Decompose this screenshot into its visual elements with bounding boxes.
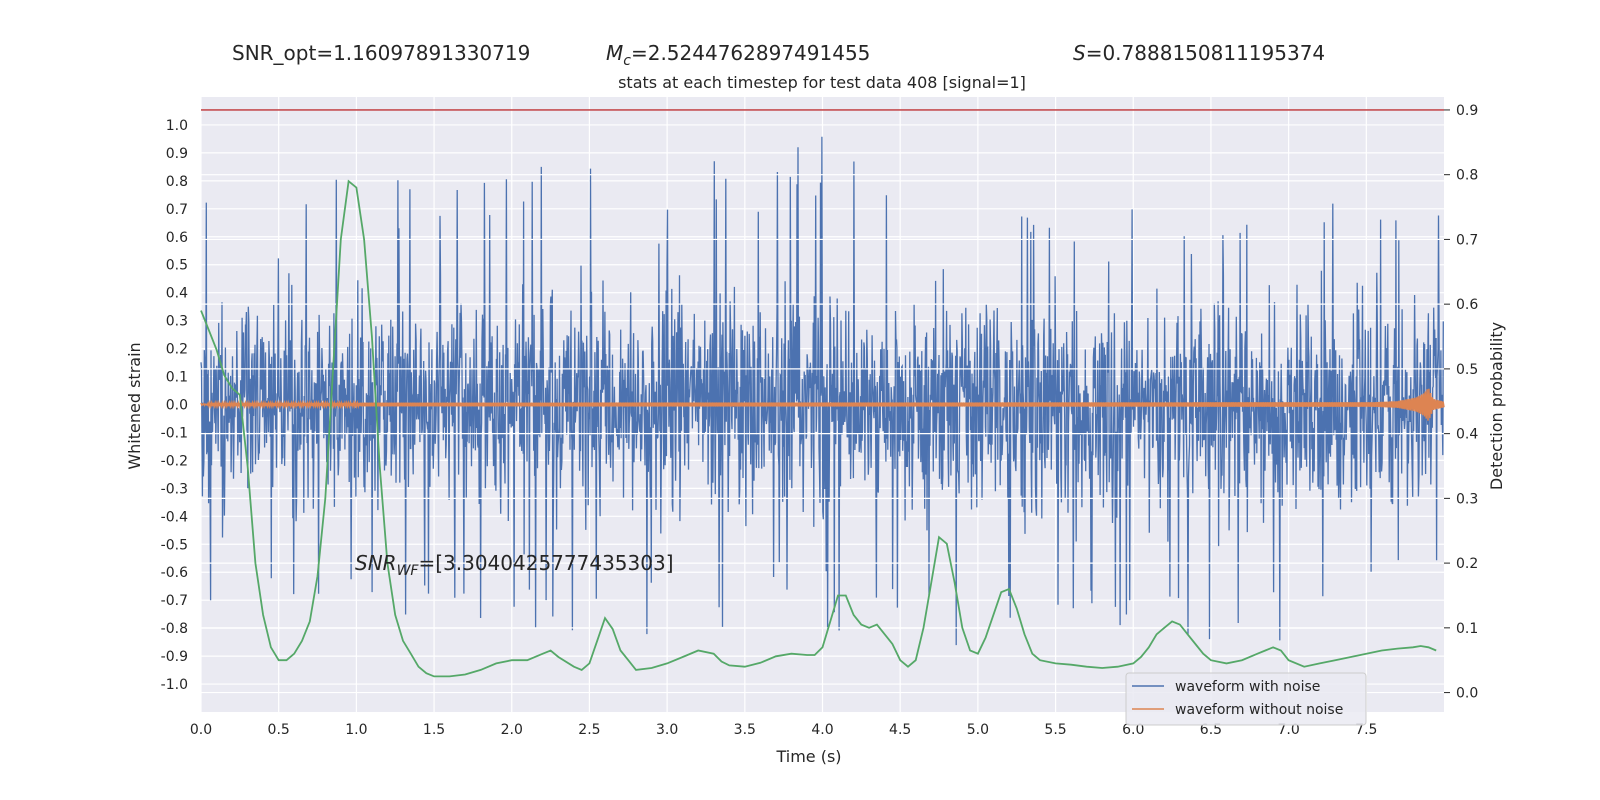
y-tick-label: -0.6 <box>161 565 188 581</box>
x-tick-label: 4.5 <box>889 722 911 738</box>
x-tick-label: 0.0 <box>190 722 212 738</box>
x-tick-label: 5.0 <box>967 722 989 738</box>
y-right-tick-label: 0.1 <box>1456 621 1478 637</box>
probability-line <box>200 179 1437 678</box>
y-tick-label: 0.2 <box>166 342 188 358</box>
x-axis-ticks: 0.0 0.5 1.0 1.5 2.0 2.5 3.0 3.5 4.0 4.5 5.0 5.5 6.0 6… <box>190 722 1378 738</box>
x-tick-label: 1.5 <box>423 722 445 738</box>
legend-label-clean: waveform without noise <box>1175 702 1343 718</box>
y-tick-label: 0.8 <box>166 174 188 190</box>
y-right-tick-label: 0.4 <box>1456 427 1478 443</box>
y-right-tick-label: 0.7 <box>1456 232 1478 248</box>
right-gridlines <box>201 109 1444 694</box>
y-tick-label: 0.7 <box>166 202 188 218</box>
x-tick-label: 1.0 <box>345 722 367 738</box>
y-tick-label: 1.0 <box>166 118 188 134</box>
series-waveform-with-noise <box>200 136 1444 646</box>
y-tick-label: -0.8 <box>161 621 188 637</box>
legend: waveform with noise waveform without noi… <box>1125 672 1367 726</box>
y-tick-label: 0.9 <box>166 146 188 162</box>
y-right-axis-label: Detection probability <box>1487 322 1506 490</box>
y-right-tick-label: 0.5 <box>1456 362 1478 378</box>
y-tick-label: -0.3 <box>161 481 188 497</box>
s-stat: S=0.7888150811195374 <box>1073 41 1325 65</box>
y-right-tick-label: 0.6 <box>1456 297 1478 313</box>
y-right-tick-label: 0.3 <box>1456 491 1478 507</box>
y-tick-label: 0.4 <box>166 286 188 302</box>
y-tick-label: -0.4 <box>161 509 188 525</box>
y-axis-ticks: 1.0 0.9 0.8 0.7 0.6 0.5 0.4 0.3 0.2 0.1 0.0 -0.1 -0.… <box>161 118 188 693</box>
x-tick-label: 5.5 <box>1044 722 1066 738</box>
y-tick-label: 0.1 <box>166 370 188 386</box>
y-right-tick-label: 0.0 <box>1456 686 1478 702</box>
x-tick-label: 4.0 <box>811 722 833 738</box>
y-tick-label: -1.0 <box>161 677 188 693</box>
series-waveform-without-noise <box>200 388 1445 421</box>
y-tick-label: -0.1 <box>161 425 188 441</box>
y-axis-label: Whitened strain <box>125 342 144 469</box>
chart-title: stats at each timestep for test data 408… <box>618 73 1026 92</box>
y-right-tick-label: 0.8 <box>1456 168 1478 184</box>
snr-wf-annotation: SNRWF=[3.3040425777435303] <box>355 551 674 579</box>
x-tick-label: 3.0 <box>656 722 678 738</box>
y-tick-label: 0.5 <box>166 258 188 274</box>
clean-waveform-line <box>200 388 1445 421</box>
y-tick-label: -0.5 <box>161 537 188 553</box>
y-right-tick-label: 0.9 <box>1456 103 1478 119</box>
y-right-tick-label: 0.2 <box>1456 556 1478 572</box>
snr-opt-stat: SNR_opt=1.16097891330719 <box>232 41 530 65</box>
x-tick-label: 6.5 <box>1200 722 1222 738</box>
x-tick-label: 7.5 <box>1355 722 1377 738</box>
x-tick-label: 3.5 <box>734 722 756 738</box>
x-tick-label: 0.5 <box>268 722 290 738</box>
y-tick-label: -0.2 <box>161 453 188 469</box>
y-right-axis-ticks: 0.9 0.8 0.7 0.6 0.5 0.4 0.3 0.2 0.1 0.0 <box>1444 103 1478 702</box>
x-tick-label: 2.5 <box>578 722 600 738</box>
x-tick-label: 6.0 <box>1122 722 1144 738</box>
y-tick-label: 0.3 <box>166 314 188 330</box>
x-tick-label: 2.0 <box>501 722 523 738</box>
x-tick-label: 7.0 <box>1277 722 1299 738</box>
y-tick-label: -0.9 <box>161 649 188 665</box>
series-detection-probability <box>200 179 1437 678</box>
chirp-mass-stat: Mc=2.5244762897491455 <box>606 41 870 69</box>
x-axis-label: Time (s) <box>775 747 841 766</box>
y-tick-label: 0.0 <box>166 398 188 414</box>
legend-label-noise: waveform with noise <box>1175 679 1320 695</box>
y-tick-label: -0.7 <box>161 593 188 609</box>
y-tick-label: 0.6 <box>166 230 188 246</box>
noise-waveform-line <box>200 136 1444 646</box>
legend-box <box>1125 672 1367 726</box>
